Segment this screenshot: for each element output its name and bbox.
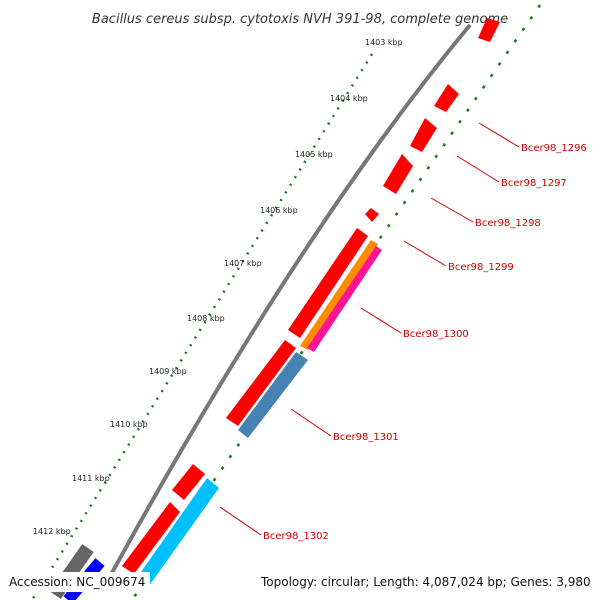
footer-stats: Topology: circular; Length: 4,087,024 bp… [260, 575, 591, 589]
leader-1296 [478, 122, 520, 148]
gene-features [122, 18, 500, 590]
feature-1300-pink [307, 246, 382, 352]
leader-1298 [430, 197, 474, 223]
feature-1302-red-b [122, 502, 180, 574]
gene-label-1300: Bcer98_1300 [403, 329, 469, 340]
tick-label-1410: 1410 kbp [110, 420, 148, 429]
tick-label-1409: 1409 kbp [149, 367, 187, 376]
leader-lines [219, 122, 520, 536]
gene-label-1302: Bcer98_1302 [263, 531, 329, 542]
tick-label-1406: 1406 kbp [260, 206, 298, 215]
gene-label-1298: Bcer98_1298 [475, 218, 541, 229]
feature-top-red [478, 18, 500, 42]
feature-1299 [365, 208, 379, 222]
feature-1302-cyan [134, 478, 219, 590]
footer-accession: Accession: NC_009674 [9, 575, 145, 589]
feature-1302-red-a [172, 464, 205, 500]
tick-label-1404: 1404 kbp [330, 94, 368, 103]
footer-accession-bg [0, 572, 150, 592]
tick-label-1407: 1407 kbp [224, 259, 262, 268]
feature-1297 [410, 118, 437, 152]
tick-label-1411: 1411 kbp [72, 474, 110, 483]
backbone-line [106, 23, 472, 581]
footer-stats-bg [255, 572, 600, 592]
tick-label-1405: 1405 kbp [295, 150, 333, 159]
feature-1301-blue [238, 352, 308, 438]
gene-label-1299: Bcer98_1299 [448, 262, 514, 273]
leader-1300 [360, 307, 402, 334]
tick-label-1412: 1412 kbp [33, 527, 71, 536]
feature-1298 [383, 154, 413, 194]
feature-1300-red [288, 228, 368, 338]
gene-label-1297: Bcer98_1297 [501, 178, 567, 189]
gene-label-1296: Bcer98_1296 [521, 143, 587, 154]
tick-label-1408: 1408 kbp [187, 314, 225, 323]
feature-1300-orange [300, 240, 378, 350]
leader-1297 [456, 155, 500, 183]
tick-label-1403: 1403 kbp [365, 38, 403, 47]
gene-label-1301: Bcer98_1301 [333, 432, 399, 443]
map-title: Bacillus cereus subsp. cytotoxis NVH 391… [92, 12, 508, 27]
feature-1301-red [226, 340, 296, 426]
leader-1299 [403, 240, 447, 267]
leader-1301 [290, 408, 332, 437]
feature-1296 [434, 84, 459, 112]
leader-1302 [219, 506, 262, 536]
